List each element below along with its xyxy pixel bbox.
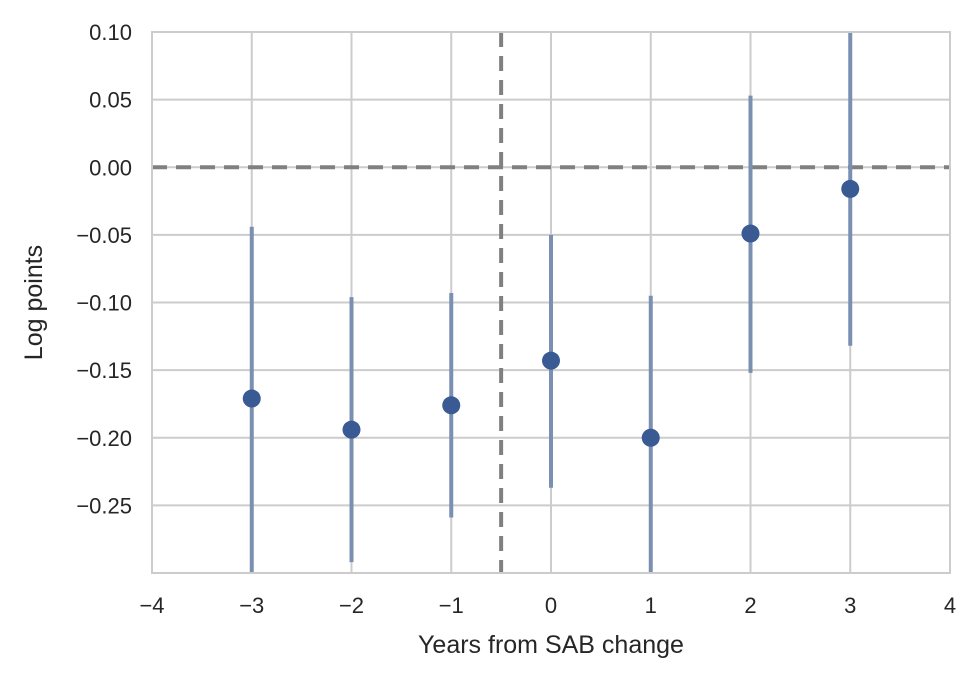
data-point bbox=[841, 179, 860, 198]
data-point bbox=[741, 224, 760, 243]
y-tick-label: −0.10 bbox=[76, 291, 132, 316]
y-tick-label: −0.05 bbox=[76, 223, 132, 248]
data-point bbox=[242, 389, 261, 408]
x-tick-label: 2 bbox=[744, 593, 756, 618]
y-tick-label: 0.00 bbox=[89, 155, 132, 180]
x-tick-label: 1 bbox=[645, 593, 657, 618]
y-tick-label: −0.25 bbox=[76, 493, 132, 518]
x-tick-label: −4 bbox=[139, 593, 164, 618]
x-axis-label: Years from SAB change bbox=[418, 631, 684, 659]
x-tick-label: 0 bbox=[545, 593, 557, 618]
y-tick-labels: 0.10 0.05 0.00 −0.05 −0.10 −0.15 −0.20 −0.25 bbox=[76, 20, 132, 518]
y-tick-label: −0.15 bbox=[76, 358, 132, 383]
y-tick-label: 0.10 bbox=[89, 20, 132, 45]
y-tick-label: 0.05 bbox=[89, 88, 132, 113]
x-tick-label: −1 bbox=[439, 593, 464, 618]
reference-lines bbox=[152, 32, 950, 573]
data-point bbox=[342, 420, 361, 439]
plot-frame bbox=[151, 31, 951, 574]
data-point bbox=[641, 428, 660, 447]
x-tick-label: −3 bbox=[239, 593, 264, 618]
x-tick-label: −2 bbox=[339, 593, 364, 618]
data-point bbox=[542, 351, 560, 370]
y-axis-label: Log points bbox=[20, 245, 48, 360]
data-points bbox=[242, 179, 860, 447]
x-tick-label: 3 bbox=[844, 593, 856, 618]
x-tick-label: 4 bbox=[944, 593, 956, 618]
x-tick-labels: −4 −3 −2 −1 0 1 2 3 4 bbox=[139, 593, 956, 618]
data-point bbox=[442, 396, 461, 415]
y-tick-label: −0.20 bbox=[76, 426, 132, 451]
